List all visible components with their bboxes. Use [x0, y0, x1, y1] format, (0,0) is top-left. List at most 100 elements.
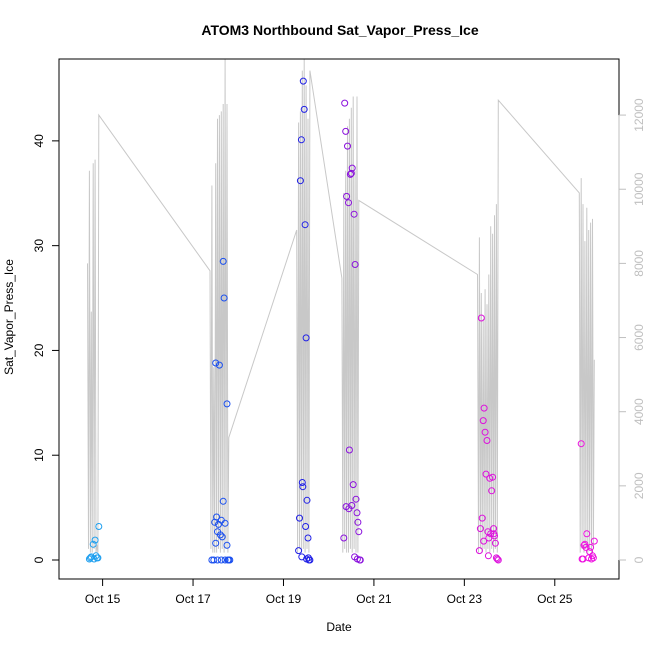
y-tick-label: 20	[32, 343, 46, 357]
series-5	[475, 314, 502, 564]
data-point	[475, 547, 483, 555]
data-point	[220, 294, 228, 302]
data-point	[344, 142, 351, 150]
data-point	[492, 554, 500, 562]
data-point	[353, 509, 361, 517]
series-2	[208, 257, 234, 564]
data-point	[303, 496, 311, 504]
data-point	[89, 540, 97, 548]
data-point	[355, 528, 363, 536]
altitude-layer	[87, 59, 595, 553]
data-point	[581, 540, 589, 548]
data-point	[221, 519, 229, 527]
data-point	[214, 528, 221, 536]
data-point	[488, 487, 496, 495]
data-point	[298, 479, 306, 486]
data-point	[299, 77, 307, 85]
y-tick-label: 10	[32, 448, 46, 462]
data-point	[586, 548, 594, 556]
series-4	[340, 99, 364, 564]
data-point	[343, 192, 351, 200]
data-point	[491, 539, 499, 547]
data-point	[219, 257, 227, 265]
y-axis-label: Sat_Vapor_Press_Ice	[2, 259, 16, 375]
data-point	[353, 555, 361, 563]
data-point	[221, 556, 229, 564]
data-point	[299, 483, 307, 491]
data-point	[345, 446, 353, 454]
data-point	[490, 530, 498, 538]
data-point	[341, 99, 349, 107]
data-point	[296, 177, 304, 185]
x-tick-label: Oct 19	[266, 592, 302, 606]
y-tick-label: 0	[32, 556, 46, 563]
data-point	[217, 516, 225, 524]
data-point	[351, 261, 359, 268]
data-point	[302, 334, 310, 342]
data-point	[342, 127, 350, 135]
data-point	[301, 221, 309, 229]
data-point	[583, 530, 591, 538]
x-tick-label: Oct 21	[356, 592, 392, 606]
data-point	[480, 537, 488, 545]
data-point	[482, 470, 490, 478]
data-point	[480, 404, 488, 412]
y2-tick-label: 12000	[632, 98, 646, 132]
y2-axis: 0 2000 4000 6000 8000 10000 12000	[618, 98, 646, 563]
data-point	[484, 552, 492, 560]
data-point	[304, 554, 312, 562]
data-point	[580, 541, 588, 549]
y2-tick-label: 4000	[632, 398, 646, 425]
data-point	[226, 556, 234, 564]
data-point	[489, 473, 497, 481]
data-point	[85, 555, 93, 563]
data-point	[224, 556, 232, 564]
data-point	[223, 541, 231, 549]
data-point	[356, 556, 364, 564]
y2-tick-label: 10000	[632, 172, 646, 206]
chart-title: ATOM3 Northbound Sat_Vapor_Press_Ice	[201, 22, 478, 38]
data-point	[91, 536, 99, 544]
y2-tick-label: 6000	[632, 324, 646, 351]
data-point	[219, 497, 227, 505]
data-point	[588, 555, 595, 563]
data-point	[212, 539, 220, 547]
data-point	[212, 359, 220, 367]
data-point	[493, 555, 501, 563]
data-point	[217, 556, 225, 564]
data-point	[218, 533, 226, 541]
data-point	[478, 514, 486, 522]
data-point	[477, 314, 485, 322]
y2-tick-label: 0	[632, 556, 646, 563]
data-point	[352, 495, 360, 503]
y2-tick-label: 8000	[632, 250, 646, 277]
y-axis: 0 10 20 30 40	[32, 134, 60, 563]
data-point	[223, 400, 231, 408]
data-point	[587, 543, 595, 551]
y-tick-label: 40	[32, 134, 46, 148]
y2-tick-label: 2000	[632, 472, 646, 499]
data-point	[350, 210, 358, 218]
altitude-series-line	[87, 59, 595, 553]
x-tick-label: Oct 25	[537, 592, 573, 606]
data-point	[481, 428, 489, 436]
data-point	[578, 555, 586, 563]
series-1	[85, 523, 103, 563]
data-point	[348, 164, 356, 172]
data-point	[490, 525, 498, 533]
data-point	[296, 514, 303, 522]
series-6	[577, 440, 598, 563]
data-point	[304, 534, 312, 542]
data-point	[303, 555, 311, 563]
x-tick-label: Oct 17	[175, 592, 211, 606]
data-point	[210, 556, 218, 564]
data-point	[300, 105, 308, 113]
x-axis-label: Date	[326, 620, 352, 634]
data-point	[354, 518, 362, 526]
x-tick-label: Oct 15	[85, 592, 121, 606]
data-point	[590, 537, 598, 545]
plot-area	[58, 58, 620, 580]
data-point	[346, 170, 354, 178]
data-point	[215, 361, 223, 369]
